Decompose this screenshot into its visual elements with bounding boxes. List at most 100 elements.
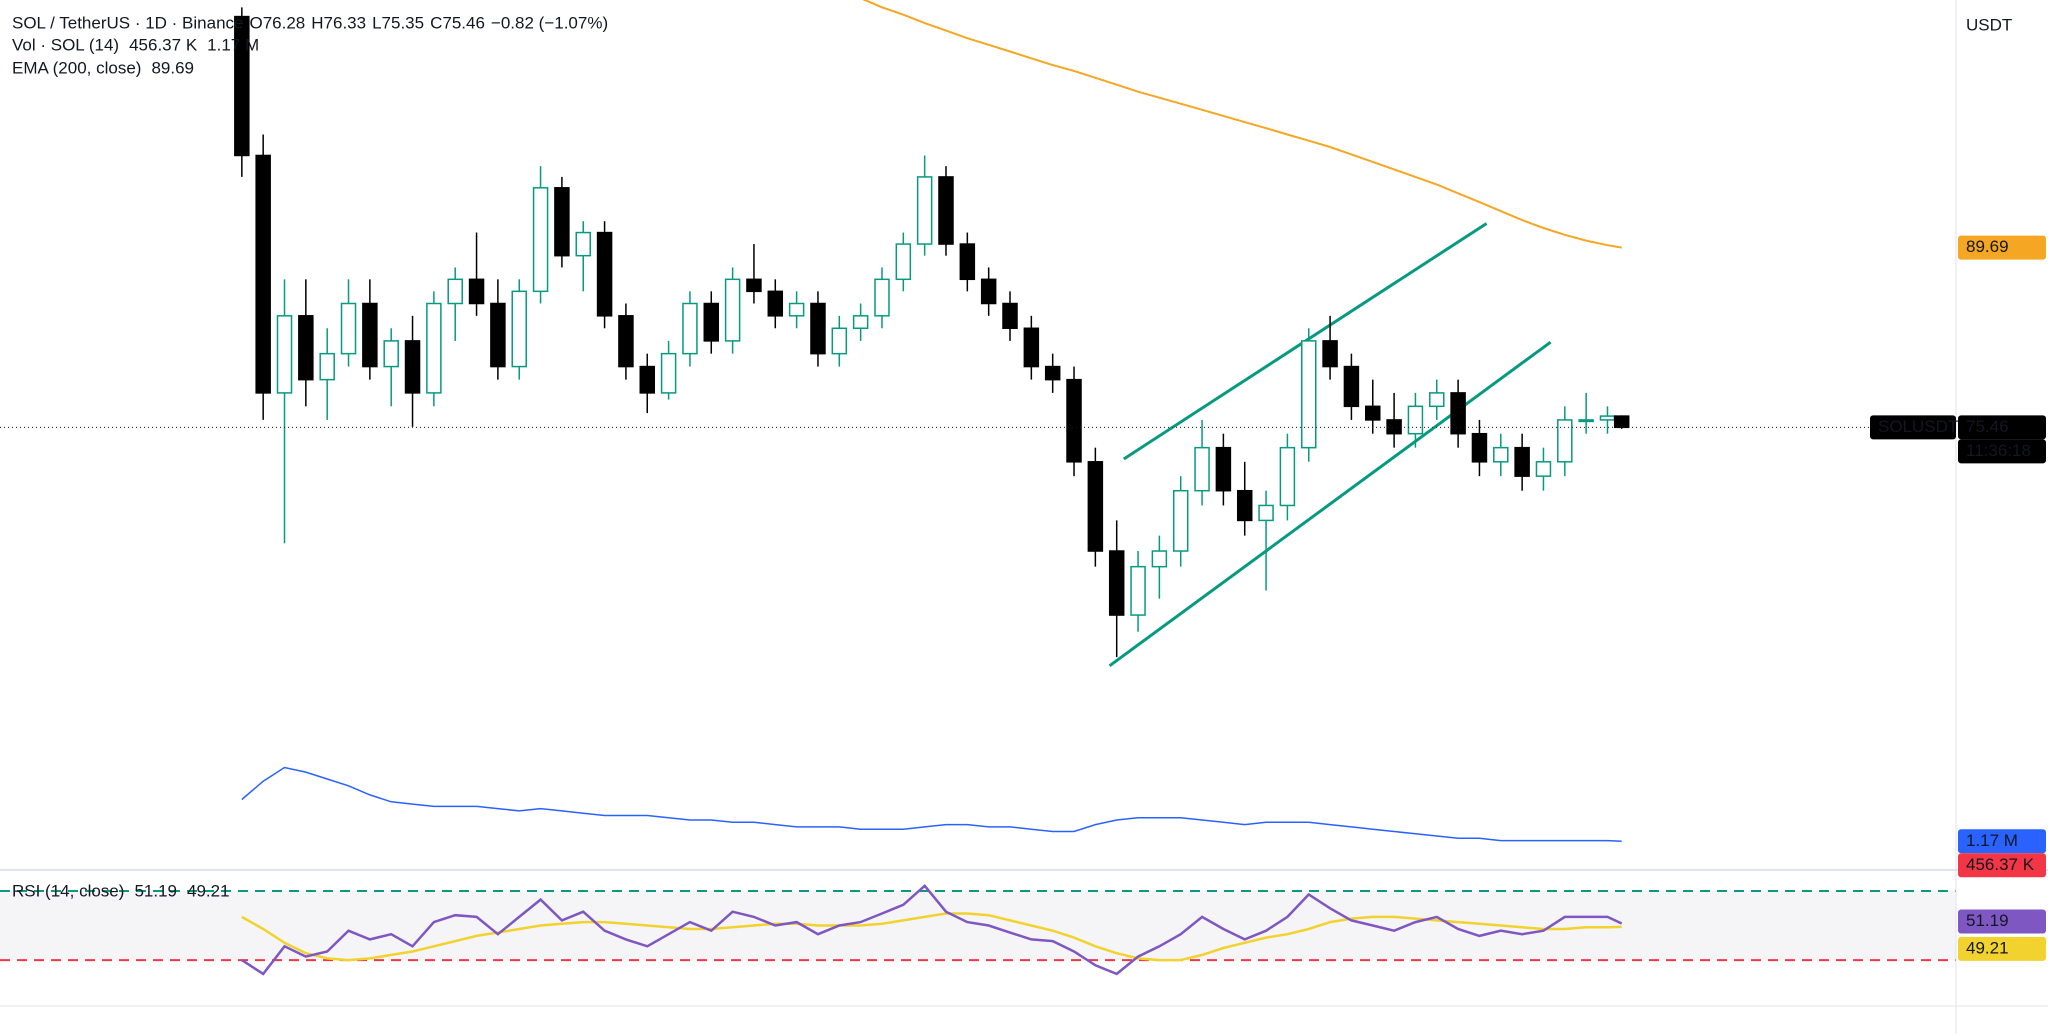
price-badge xyxy=(1958,415,2046,440)
candle-body xyxy=(1514,446,1530,477)
candle-body xyxy=(724,278,741,342)
legend: SOL / TetherUS · 1D · Binance O76.28 H76… xyxy=(12,13,2012,900)
candle-body xyxy=(276,315,293,394)
price-badge-label: 49.21 xyxy=(1966,938,2009,957)
candle-body xyxy=(1236,489,1253,522)
rsi-value: 51.19 xyxy=(134,881,177,900)
price-badge-label: 1.17 M xyxy=(1966,831,2018,850)
price-badge xyxy=(1958,909,2046,934)
candle-body xyxy=(1151,550,1168,568)
rsi-background xyxy=(0,891,1956,961)
candle-body xyxy=(404,340,421,394)
candle-body xyxy=(1002,302,1018,330)
price-badge xyxy=(1958,853,2046,878)
candle-body xyxy=(298,315,314,381)
candle-body xyxy=(639,365,656,394)
price-badge-label: 11:36:18 xyxy=(1966,441,2031,460)
candle-body xyxy=(490,302,506,368)
candle-body xyxy=(767,290,784,317)
candle-body xyxy=(831,327,848,355)
price-pane xyxy=(0,0,1956,843)
candle-body xyxy=(1450,392,1466,435)
price-badge xyxy=(1958,439,2046,464)
price-badge-label: 75.46 xyxy=(1966,417,2009,436)
candle-body xyxy=(1194,446,1210,492)
candle-body xyxy=(554,187,570,257)
candle-body xyxy=(426,302,442,394)
candle-body xyxy=(703,302,720,342)
volume-ma xyxy=(241,766,1622,843)
candle-body xyxy=(1578,419,1594,423)
volume-title: Vol · SOL (14) xyxy=(12,35,119,54)
price-badge-label: 456.37 K xyxy=(1966,855,2035,874)
candle-body xyxy=(980,278,997,305)
candle-body xyxy=(1258,504,1274,522)
price-badge xyxy=(1958,829,2046,854)
candle-body xyxy=(1493,446,1509,463)
rsi-title: RSI (14, close) xyxy=(12,881,124,900)
candle-body xyxy=(852,315,869,330)
candle-body xyxy=(468,278,485,305)
price-badge-label: SOLUSDT xyxy=(1878,417,1958,436)
candle-body xyxy=(810,302,826,355)
candle-body xyxy=(1557,419,1573,463)
trend-line xyxy=(1108,340,1552,668)
ohlc: O76.28 xyxy=(250,13,306,32)
price-badge xyxy=(1958,235,2046,260)
candle-body xyxy=(618,315,634,368)
candle-body xyxy=(575,231,591,257)
currency: USDT xyxy=(1966,15,2012,34)
candle-body xyxy=(1087,461,1104,552)
candle-body xyxy=(511,290,527,368)
candle-body xyxy=(1130,565,1146,616)
volume-ma-value: 1.17 M xyxy=(207,35,259,54)
rsi-pane xyxy=(0,884,1956,976)
candle-body xyxy=(447,278,463,305)
candle-body xyxy=(1599,415,1616,421)
candle-body xyxy=(1322,340,1338,368)
candle-body xyxy=(234,15,250,157)
candle-body xyxy=(1535,461,1552,477)
candle-body xyxy=(1407,405,1424,435)
candle-body xyxy=(383,340,399,368)
rsi-ma xyxy=(241,912,1622,962)
candle-body xyxy=(660,352,677,394)
candle-body xyxy=(682,302,698,355)
candle-body xyxy=(1023,327,1040,368)
price-badge-label: 89.69 xyxy=(1966,237,2009,256)
ema-value: 89.69 xyxy=(151,58,194,77)
candle-body xyxy=(1279,446,1296,507)
symbol: SOL / TetherUS · 1D · Binance xyxy=(12,13,244,32)
candle-body xyxy=(255,154,271,394)
price-badge xyxy=(1870,415,1956,440)
candle-body xyxy=(319,352,335,381)
ohlc: L75.35 xyxy=(372,13,424,32)
candle-body xyxy=(1386,419,1402,435)
candle-body xyxy=(788,302,805,317)
candle-body xyxy=(1365,405,1381,421)
ohlc: C75.46 xyxy=(430,13,485,32)
volume-value: 456.37 K xyxy=(129,35,198,54)
candle-body xyxy=(1613,415,1630,429)
price-badge-label: 51.19 xyxy=(1966,911,2009,930)
ema-title: EMA (200, close) xyxy=(12,58,141,77)
candle-body xyxy=(1343,365,1360,408)
candle-body xyxy=(340,302,357,355)
candle-body xyxy=(1429,392,1445,408)
candle-body xyxy=(596,231,613,317)
candle-body xyxy=(1044,365,1061,381)
candle-body xyxy=(532,187,549,293)
candle-body xyxy=(1471,432,1488,463)
rsi-line xyxy=(241,884,1623,976)
candle-body xyxy=(916,176,933,245)
price-badges: 89.69 SOLUSDT 75.46 11:36:18 1.17 M 456.37 K 5… xyxy=(1870,235,2046,961)
candle-body xyxy=(959,243,976,281)
change: −0.82 (−1.07%) xyxy=(491,13,608,32)
candle-body xyxy=(1066,378,1082,463)
price-badge xyxy=(1958,936,2046,961)
ohlc: H76.33 xyxy=(311,13,366,32)
candle-body xyxy=(1108,550,1125,616)
candle-body xyxy=(1172,489,1189,552)
